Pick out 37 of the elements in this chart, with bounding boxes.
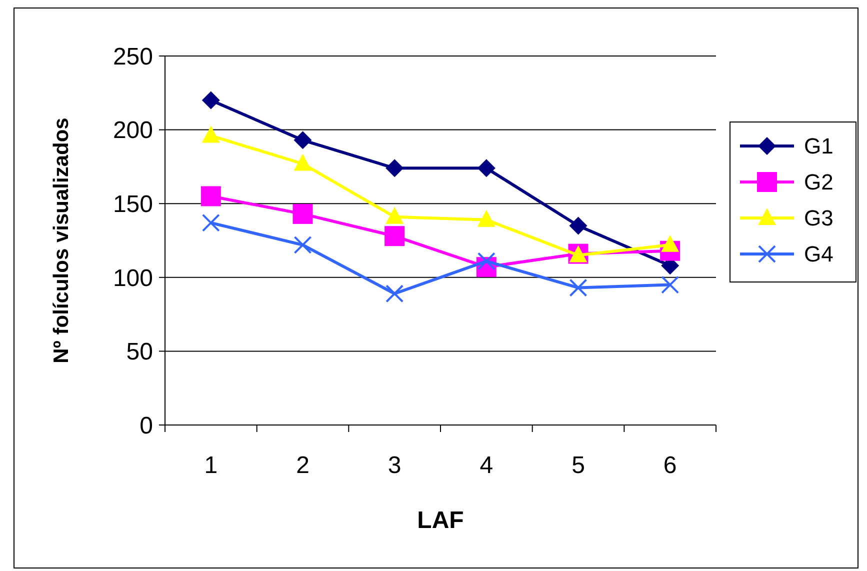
x-tick-label: 5 (572, 452, 585, 479)
point (294, 131, 312, 150)
x-tick-label: 2 (296, 452, 310, 479)
point (202, 126, 220, 143)
x-tick-label: 4 (480, 452, 494, 479)
point (202, 214, 220, 232)
x-tick-label: 3 (388, 452, 402, 479)
x-axis-title: LAF (417, 507, 464, 534)
point (661, 276, 680, 294)
point (384, 226, 405, 246)
point (477, 252, 496, 270)
y-tick-label: 50 (126, 338, 153, 366)
point (569, 216, 588, 235)
y-tick-label: 200 (112, 117, 153, 144)
y-tick-label: 100 (112, 264, 153, 292)
legend-label: G1 (804, 134, 834, 159)
y-axis-title: Nº folículos visualizados (50, 118, 73, 364)
legend-label: G3 (804, 206, 834, 231)
point (661, 234, 680, 252)
y-tick-label: 150 (112, 191, 153, 218)
point (386, 284, 404, 303)
legend-label: G2 (804, 170, 834, 195)
point (477, 159, 496, 178)
point (386, 159, 404, 178)
y-tick-label: 250 (112, 43, 153, 70)
point (477, 210, 496, 227)
point (294, 236, 312, 254)
point (200, 186, 221, 206)
point (386, 206, 404, 224)
point (294, 154, 312, 171)
x-tick-label: 6 (663, 452, 677, 479)
point (202, 91, 220, 110)
y-tick-label: 0 (140, 412, 153, 440)
x-tick-label: 1 (204, 452, 218, 479)
legend-label: G4 (804, 242, 834, 267)
point (292, 204, 313, 224)
point (569, 278, 588, 297)
